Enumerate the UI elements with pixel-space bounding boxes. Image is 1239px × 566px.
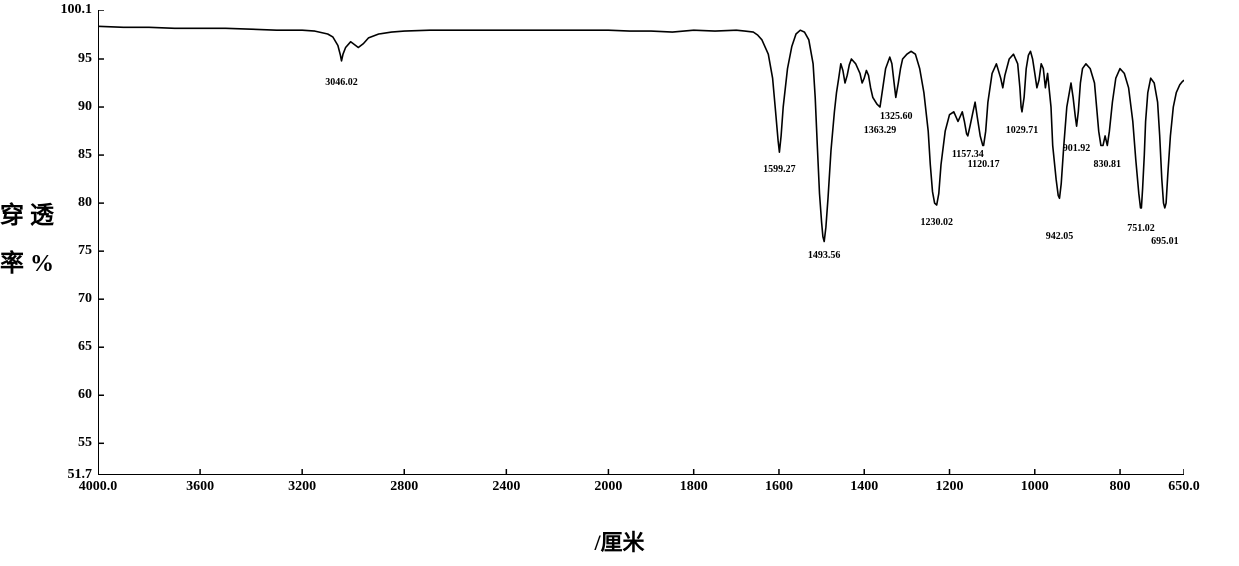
y-tick-label: 85 (78, 147, 98, 163)
y-tick-label: 65 (78, 339, 98, 355)
spectrum-svg (98, 10, 1184, 475)
y-axis-label: 穿 透 率 % (0, 0, 60, 480)
x-tick-label: 3600 (186, 475, 214, 495)
peak-label: 751.02 (1127, 224, 1155, 234)
peak-label: 3046.02 (325, 78, 358, 88)
peak-label: 901.92 (1063, 144, 1091, 154)
peak-label: 1120.17 (968, 160, 1000, 170)
y-tick-label: 95 (78, 51, 98, 67)
x-tick-label: 3200 (288, 475, 316, 495)
x-tick-label: 1000 (1021, 475, 1049, 495)
peak-label: 1493.56 (808, 251, 841, 261)
peak-label: 1363.29 (864, 126, 897, 136)
y-tick-label: 60 (78, 387, 98, 403)
x-tick-label: 2000 (594, 475, 622, 495)
x-tick-label: 1800 (680, 475, 708, 495)
x-tick-label: 800 (1110, 475, 1131, 495)
y-tick-label: 100.1 (61, 2, 99, 18)
x-tick-label: 2400 (492, 475, 520, 495)
y-tick-label: 55 (78, 435, 98, 451)
ir-spectrum-chart: 穿 透 率 % 51.7556065707580859095100.14000.… (0, 0, 1239, 566)
x-tick-label: 4000.0 (79, 475, 118, 495)
x-axis-label-text: /厘米 (594, 530, 644, 555)
peak-label: 1029.71 (1006, 126, 1039, 136)
x-tick-label: 2800 (390, 475, 418, 495)
x-tick-label: 1600 (765, 475, 793, 495)
y-axis-label-text: 穿 透 率 % (0, 192, 60, 288)
x-axis-label: /厘米 (0, 525, 1239, 557)
peak-label: 830.81 (1094, 160, 1122, 170)
plot-area: 51.7556065707580859095100.14000.03600320… (98, 10, 1184, 475)
peak-label: 942.05 (1046, 232, 1074, 242)
x-tick-label: 1200 (936, 475, 964, 495)
y-tick-label: 80 (78, 195, 98, 211)
peak-label: 1325.60 (880, 112, 913, 122)
peak-label: 1599.27 (763, 165, 796, 175)
y-tick-label: 90 (78, 99, 98, 115)
y-tick-label: 70 (78, 291, 98, 307)
y-tick-label: 75 (78, 243, 98, 259)
peak-label: 695.01 (1151, 237, 1179, 247)
peak-label: 1230.02 (920, 218, 953, 228)
x-tick-label: 650.0 (1168, 475, 1200, 495)
x-tick-label: 1400 (850, 475, 878, 495)
